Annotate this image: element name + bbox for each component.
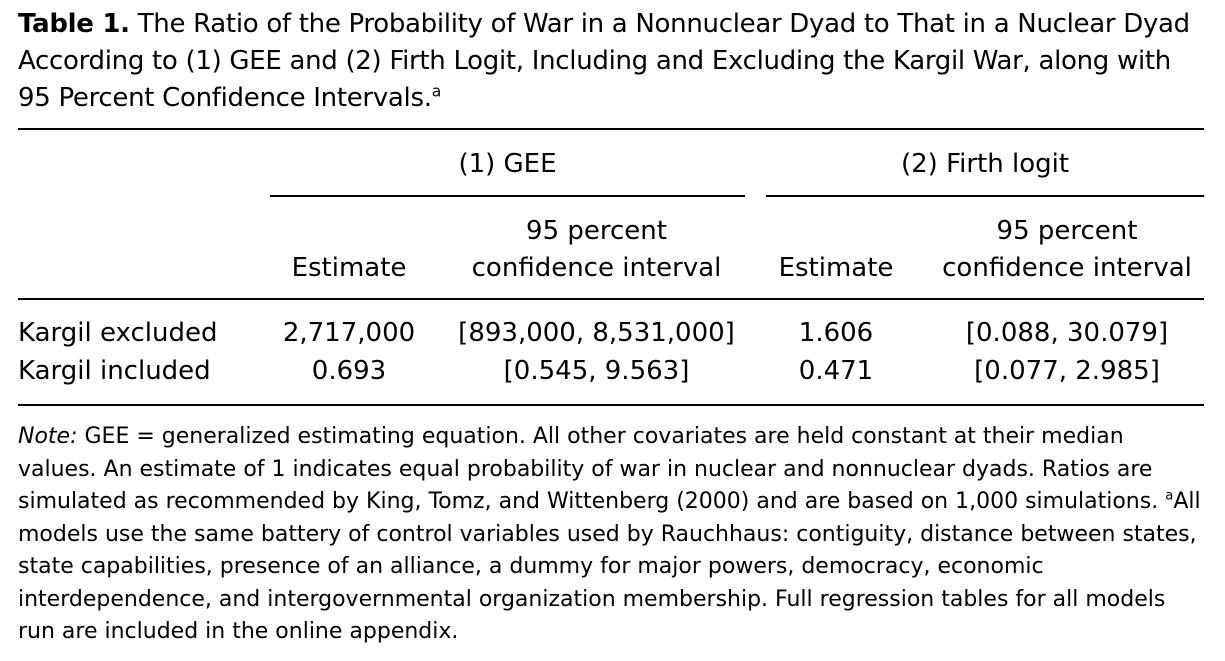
group-header-firth: (2) Firth logit [900,149,1070,179]
subheader-gee-ci-line2: confidence interval [471,253,722,283]
caption-footnote-mark: a [431,82,442,101]
subheader-firth-estimate: Estimate [778,253,894,283]
gee-estimate: 0.693 [311,356,387,386]
header-rule [18,298,1204,300]
group-rule-firth [766,195,1204,197]
subheader-firth-ci-line1: 95 percent [996,216,1138,246]
group-rule-gee [270,195,745,197]
subheader-gee-ci-line1: 95 percent [526,216,667,246]
table-note: Note: GEE = generalized estimating equat… [18,421,1208,649]
firth-estimate: 1.606 [798,318,874,348]
table-caption-text: The Ratio of the Probability of War in a… [18,9,1190,113]
gee-ci: [893,000, 8,531,000] [458,318,735,348]
bottom-rule [18,404,1204,406]
gee-ci: [0.545, 9.563] [503,356,690,386]
gee-estimate: 2,717,000 [282,318,416,348]
table-caption: Table 1. The Ratio of the Probability of… [18,6,1208,117]
table-caption-label: Table 1. [18,9,130,39]
note-footnote-mark: a [1165,488,1174,504]
subheader-firth-ci-line2: confidence interval [942,253,1192,283]
row-label: Kargil included [18,356,211,386]
note-label: Note: [18,424,78,449]
note-text: GEE = generalized estimating equation. A… [18,424,1159,514]
row-label: Kargil excluded [18,318,218,348]
group-header-gee: (1) GEE [458,149,557,179]
firth-ci: [0.077, 2.985] [974,356,1160,386]
note-footnote-text: All models use the same battery of contr… [18,489,1201,644]
top-rule [18,128,1204,130]
firth-ci: [0.088, 30.079] [965,318,1169,348]
firth-estimate: 0.471 [798,356,874,386]
subheader-gee-estimate: Estimate [291,253,407,283]
